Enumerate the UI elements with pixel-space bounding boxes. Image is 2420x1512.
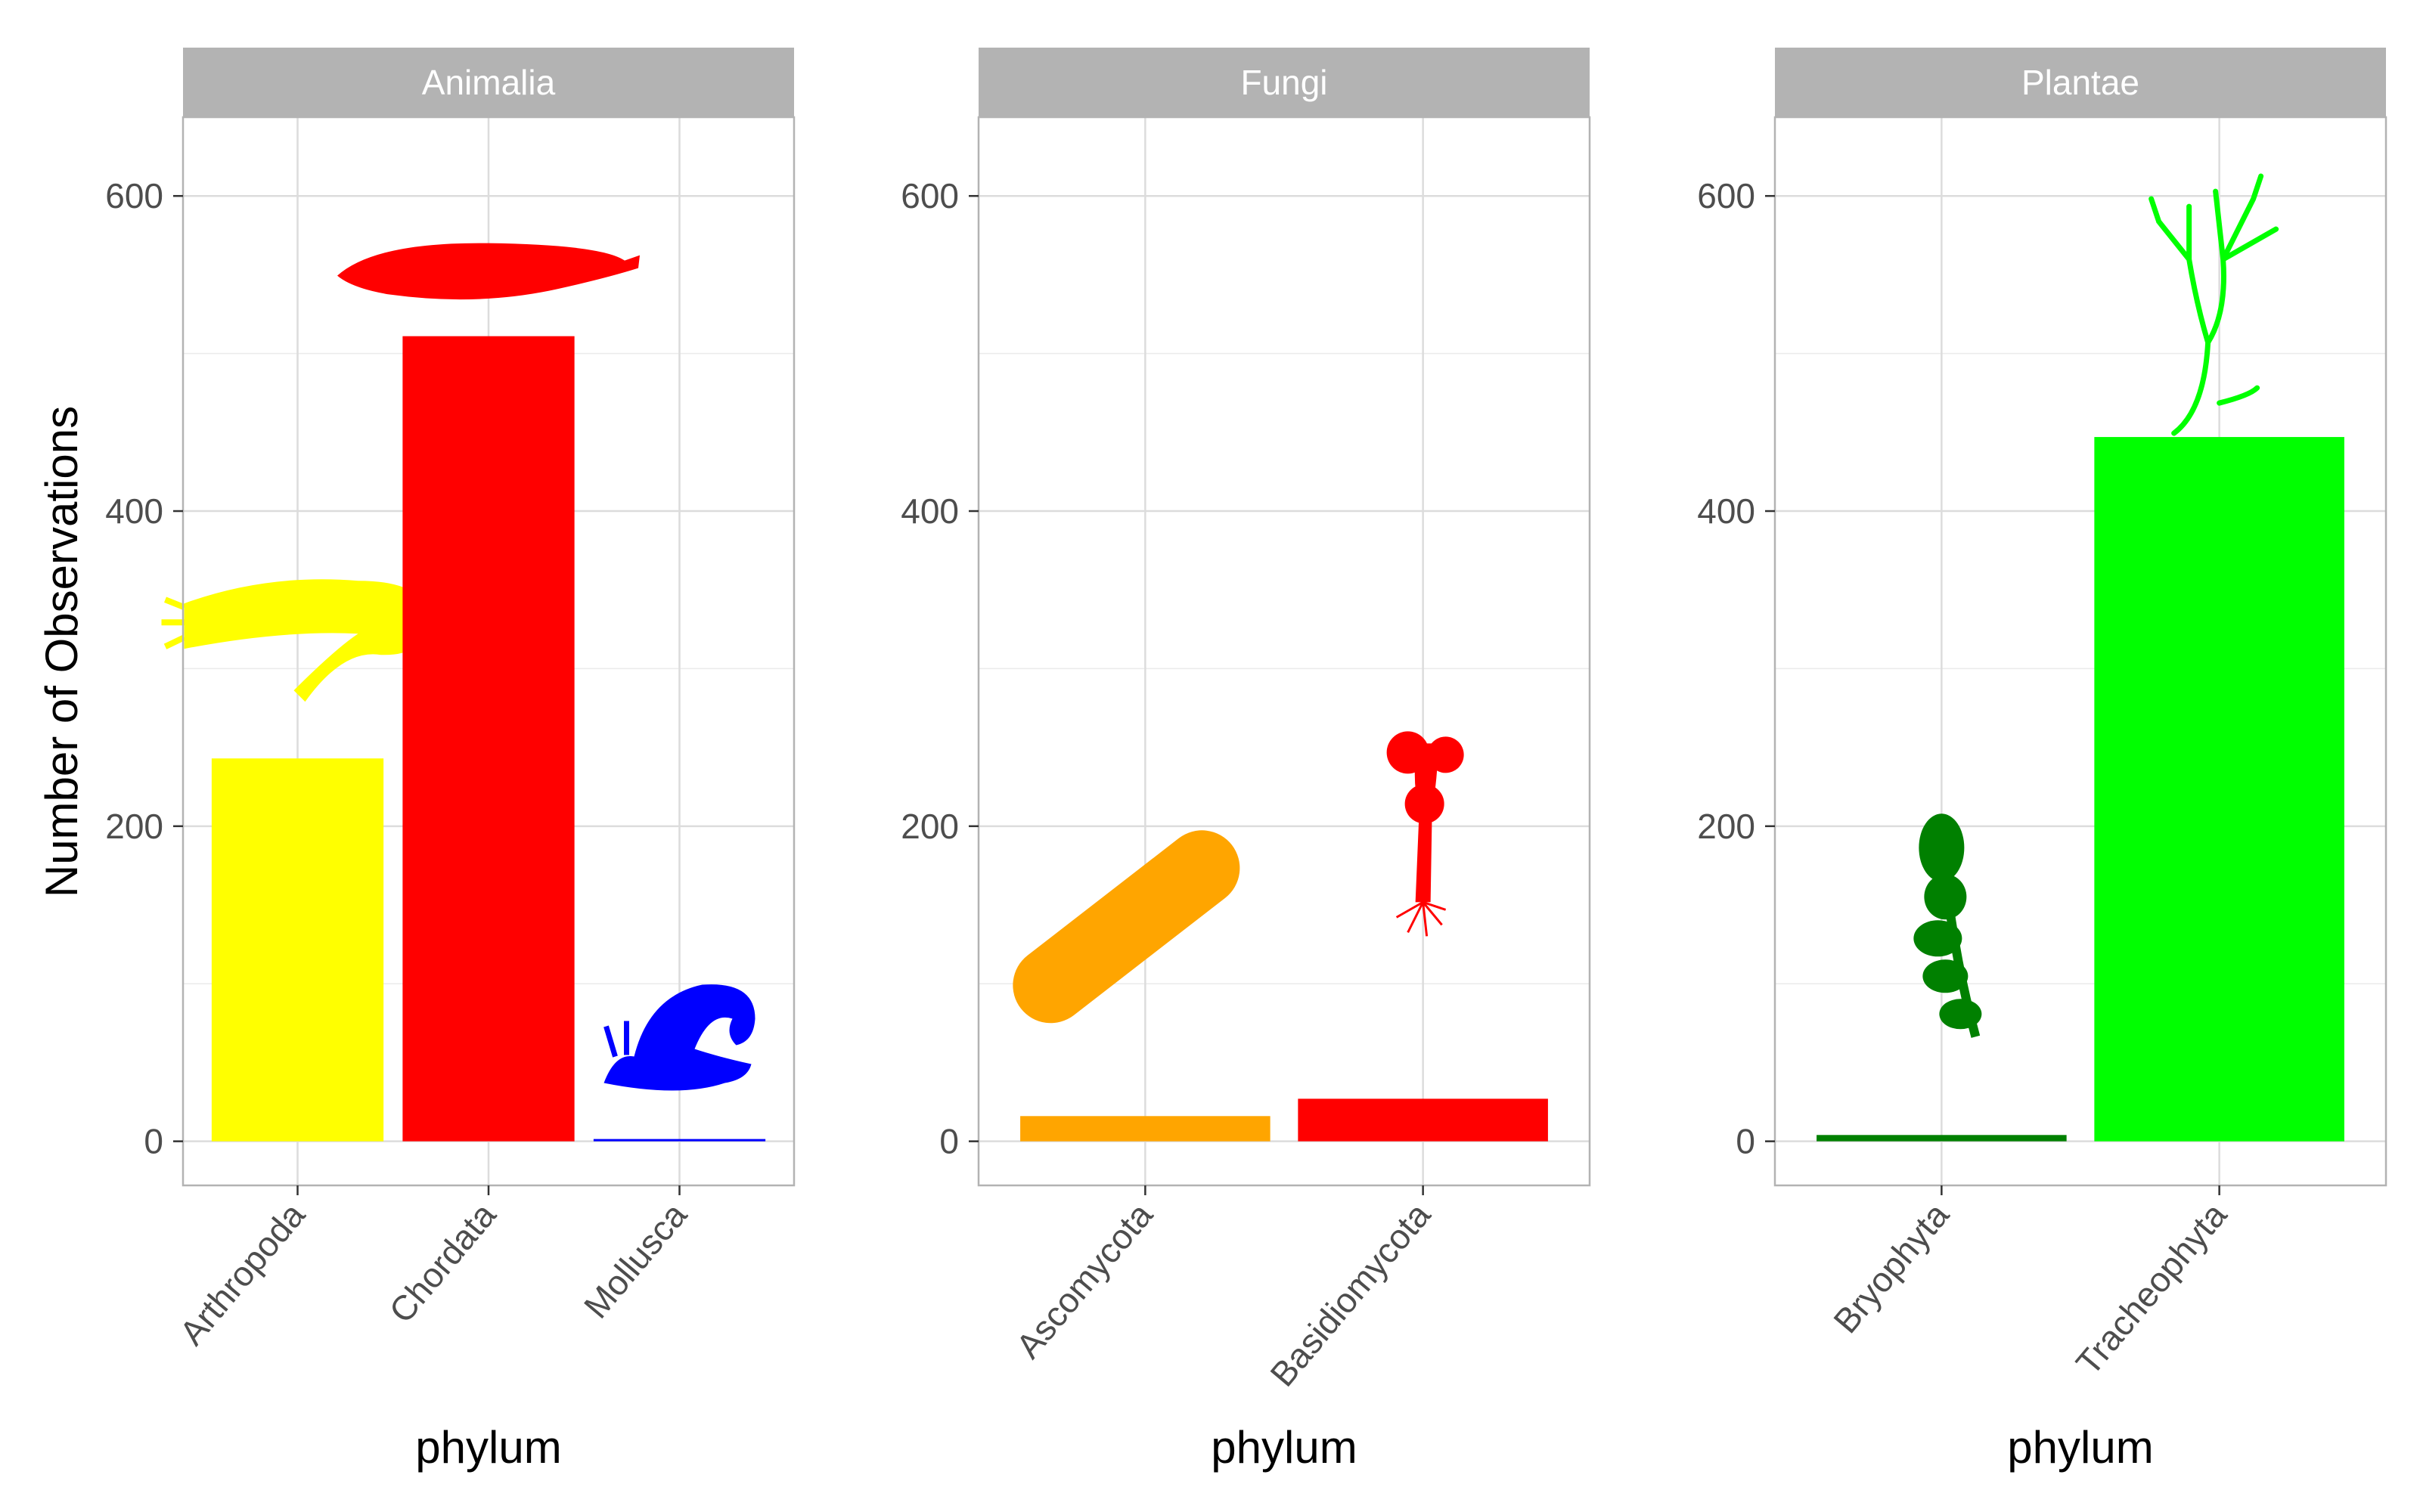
facet-strip: [183, 48, 794, 117]
y-tick-label: 200: [901, 807, 959, 846]
x-tick-label: Basidiomycota: [1262, 1195, 1438, 1394]
y-tick-label: 400: [105, 491, 163, 531]
arthropod-silhouette-icon: [161, 579, 428, 702]
moss-silhouette-icon: [1913, 813, 1982, 1038]
tree-silhouette-icon: [2149, 173, 2279, 436]
y-tick-label: 0: [144, 1122, 163, 1161]
bar-ascomycota: [1020, 1116, 1270, 1142]
x-axis-title: phylum: [415, 1422, 561, 1473]
y-tick-label: 200: [105, 807, 163, 846]
mushroom-silhouette-icon: [1386, 731, 1464, 937]
facet-strip: [979, 48, 1590, 117]
x-tick-label: Bryophyta: [1826, 1195, 1956, 1340]
ascomycete-silhouette-icon: [1013, 830, 1240, 1024]
y-tick-label: 0: [939, 1122, 959, 1161]
x-tick-label: Mollusca: [576, 1195, 695, 1326]
x-tick-label: Chordata: [381, 1195, 504, 1331]
x-tick-label: Arthropoda: [172, 1195, 312, 1352]
panel-background: [979, 117, 1590, 1185]
facet-panel-fungi: Fungi 0 200 400 600 Ascomycota Basidiomycota ph…: [901, 48, 1591, 1473]
y-tick-label: 600: [1697, 176, 1755, 215]
bar-chordata: [402, 336, 575, 1142]
facet-strip: [1775, 48, 2386, 117]
fish-silhouette-icon: [337, 243, 640, 300]
y-tick-label: 0: [1736, 1122, 1755, 1161]
y-tick-label: 600: [105, 176, 163, 215]
y-tick-label: 200: [1697, 807, 1755, 846]
x-axis-title: phylum: [1211, 1422, 1357, 1473]
bar-arthropoda: [211, 758, 384, 1142]
y-tick-label: 400: [901, 491, 959, 531]
bar-basidiomycota: [1298, 1098, 1548, 1142]
bar-tracheophyta: [2094, 437, 2344, 1142]
y-tick-label: 600: [901, 176, 959, 215]
facet-strip-label: Fungi: [1240, 63, 1327, 102]
y-tick-label: 400: [1697, 491, 1755, 531]
facet-panel-plantae: Plantae 0 200 400 600 Bryophyta Tracheophyta ph…: [1697, 48, 2387, 1473]
x-tick-label: Tracheophyta: [2068, 1195, 2235, 1383]
facet-strip-label: Animalia: [422, 63, 556, 102]
facet-panel-animalia: Animalia 0 200 400 600 Arthropoda Chordata Moll…: [105, 48, 796, 1473]
x-axis-title: phylum: [2007, 1422, 2153, 1473]
y-axis-title: Number of Observations: [36, 406, 87, 897]
bar-mollusca: [593, 1139, 766, 1142]
facet-strip-label: Plantae: [2021, 63, 2139, 102]
x-tick-label: Ascomycota: [1008, 1195, 1160, 1366]
snail-silhouette-icon: [603, 984, 755, 1091]
bar-bryophyta: [1817, 1135, 2067, 1142]
